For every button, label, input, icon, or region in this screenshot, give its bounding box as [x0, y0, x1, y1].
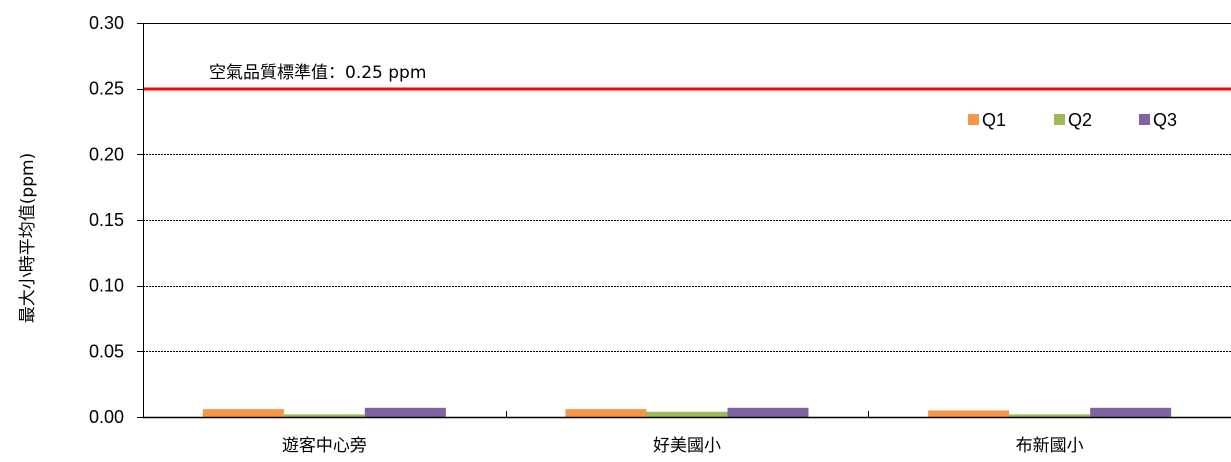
y-tick-label: 0.15	[89, 210, 124, 230]
bar-q2	[646, 411, 728, 417]
x-category-label: 遊客中心旁	[282, 436, 367, 456]
legend-swatch-q2	[1054, 114, 1065, 125]
bar-q2	[1009, 414, 1091, 417]
legend: Q1 Q2 Q3	[968, 110, 1177, 130]
reference-line-group: 空氣品質標準值：0.25 ppm	[143, 63, 1231, 91]
legend-label-q2: Q2	[1068, 110, 1092, 130]
x-category-label: 好美國小	[653, 436, 721, 456]
bar-q1	[565, 409, 647, 417]
y-tick-label: 0.30	[89, 13, 124, 33]
y-axis-label: 最大小時平均值(ppm)	[18, 153, 38, 323]
y-tick-label: 0.25	[89, 79, 124, 99]
reference-line-label: 空氣品質標準值：0.25 ppm	[209, 63, 426, 83]
axes	[137, 23, 1231, 419]
bar-q1	[928, 410, 1010, 417]
legend-swatch-q1	[968, 114, 979, 125]
y-tick-label: 0.10	[89, 276, 124, 296]
bar-q2	[283, 414, 365, 417]
legend-swatch-q3	[1139, 114, 1150, 125]
bar-q3	[1090, 407, 1172, 417]
y-tick-labels: 0.00 0.05 0.10 0.15 0.20 0.25 0.30	[89, 13, 124, 427]
legend-label-q1: Q1	[982, 110, 1006, 130]
x-category-labels: 遊客中心旁 好美國小 布新國小	[282, 436, 1084, 456]
y-tick-label: 0.05	[89, 341, 124, 361]
bar-q3	[364, 407, 446, 417]
x-category-label: 布新國小	[1016, 436, 1084, 456]
bars	[202, 407, 1172, 417]
legend-label-q3: Q3	[1153, 110, 1177, 130]
bar-q3	[727, 407, 809, 417]
y-tick-label: 0.00	[89, 407, 124, 427]
bar-q1	[202, 409, 284, 417]
y-tick-label: 0.20	[89, 144, 124, 164]
